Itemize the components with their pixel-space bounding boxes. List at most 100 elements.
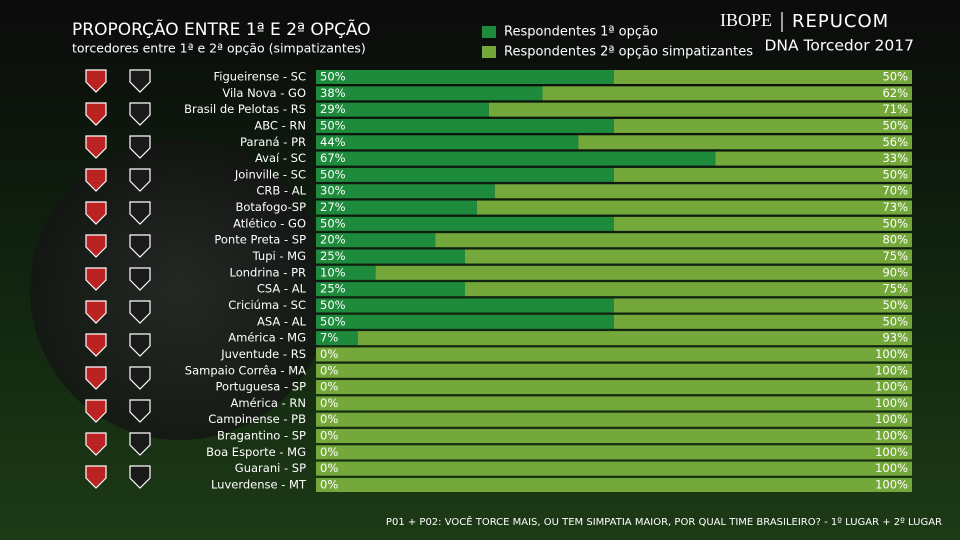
value-label: 62% bbox=[882, 86, 908, 100]
value-label: 56% bbox=[882, 135, 908, 149]
category-label: ABC - RN bbox=[254, 118, 306, 132]
team-crest bbox=[129, 69, 151, 93]
legend-swatch bbox=[482, 26, 496, 38]
team-crest bbox=[129, 168, 151, 192]
chart-subtitle: torcedores entre 1ª e 2ª opção (simpatiz… bbox=[72, 41, 366, 56]
value-label: 50% bbox=[882, 167, 908, 181]
category-label: Criciúma - SC bbox=[228, 298, 306, 312]
team-crest bbox=[129, 432, 151, 456]
bar-segment bbox=[316, 380, 912, 395]
value-label: 93% bbox=[882, 331, 908, 345]
category-label: Ponte Preta - SP bbox=[214, 233, 306, 247]
category-label: Botafogo-SP bbox=[236, 200, 307, 214]
team-crest bbox=[85, 102, 107, 126]
value-label: 44% bbox=[320, 135, 346, 149]
bar-segment bbox=[316, 249, 465, 264]
bar-segment bbox=[542, 86, 912, 101]
legend-label: Respondentes 2ª opção simpatizantes bbox=[504, 45, 753, 60]
value-label: 0% bbox=[320, 363, 338, 377]
category-label: ASA - AL bbox=[257, 314, 307, 328]
team-crest bbox=[129, 333, 151, 357]
value-label: 100% bbox=[875, 363, 908, 377]
bar-segment bbox=[316, 396, 912, 411]
bar-segment bbox=[614, 216, 912, 231]
brand: IBOPE bbox=[720, 10, 772, 30]
chart-title: PROPORÇÃO ENTRE 1ª E 2ª OPÇÃO bbox=[72, 18, 371, 40]
footnote: P01 + P02: VOCÊ TORCE MAIS, OU TEM SIMPA… bbox=[386, 515, 942, 528]
team-crest bbox=[129, 300, 151, 324]
category-label: CSA - AL bbox=[257, 282, 307, 296]
bar-segment bbox=[316, 184, 495, 199]
category-label: Sampaio Corrêa - MA bbox=[185, 363, 306, 377]
team-crest bbox=[85, 432, 107, 456]
value-label: 50% bbox=[882, 314, 908, 328]
category-label: Campinense - PB bbox=[208, 412, 306, 426]
bar-segment bbox=[316, 118, 614, 133]
team-crest bbox=[85, 465, 107, 489]
value-label: 75% bbox=[882, 249, 908, 263]
value-label: 0% bbox=[320, 412, 338, 426]
category-label: Luverdense - MT bbox=[211, 478, 307, 492]
team-crest bbox=[129, 366, 151, 390]
value-label: 50% bbox=[882, 70, 908, 84]
bar-segment bbox=[614, 298, 912, 313]
bar-segment bbox=[614, 118, 912, 133]
value-label: 27% bbox=[320, 200, 346, 214]
value-label: 67% bbox=[320, 151, 346, 165]
bar-segment bbox=[494, 184, 912, 199]
bar-segment bbox=[316, 135, 579, 150]
value-label: 50% bbox=[320, 118, 346, 132]
value-label: 50% bbox=[882, 298, 908, 312]
value-label: 0% bbox=[320, 347, 338, 361]
bar-segment bbox=[316, 298, 614, 313]
value-label: 100% bbox=[875, 429, 908, 443]
bar-segment bbox=[316, 429, 912, 444]
team-crest bbox=[129, 102, 151, 126]
bar-segment bbox=[476, 200, 912, 215]
team-crest bbox=[85, 333, 107, 357]
team-crest bbox=[85, 201, 107, 225]
team-crest bbox=[85, 234, 107, 258]
bar-segment bbox=[316, 200, 477, 215]
value-label: 0% bbox=[320, 478, 338, 492]
bar-segment bbox=[578, 135, 912, 150]
team-crest bbox=[129, 201, 151, 225]
value-label: 50% bbox=[320, 216, 346, 230]
bar-segment bbox=[375, 265, 913, 280]
team-crest bbox=[129, 234, 151, 258]
value-label: 100% bbox=[875, 380, 908, 394]
bar-segment bbox=[316, 331, 358, 346]
value-label: 70% bbox=[882, 184, 908, 198]
team-crest bbox=[85, 69, 107, 93]
bar-segment bbox=[488, 102, 912, 117]
category-label: CRB - AL bbox=[256, 184, 306, 198]
brand-subtitle: DNA Torcedor 2017 bbox=[764, 37, 914, 55]
category-label: Avaí - SC bbox=[255, 151, 306, 165]
bar-segment bbox=[435, 233, 912, 248]
bar-segment bbox=[316, 167, 614, 182]
bar-segment bbox=[465, 249, 912, 264]
category-label: Joinville - SC bbox=[234, 167, 306, 181]
value-label: 50% bbox=[320, 314, 346, 328]
bar-segment bbox=[316, 265, 376, 280]
category-label: América - MG bbox=[228, 331, 306, 345]
bar-segment bbox=[316, 151, 716, 166]
team-crest bbox=[85, 399, 107, 423]
category-label: Vila Nova - GO bbox=[222, 86, 306, 100]
value-label: 20% bbox=[320, 233, 346, 247]
value-label: 100% bbox=[875, 347, 908, 361]
value-label: 10% bbox=[320, 265, 346, 279]
value-label: 100% bbox=[875, 461, 908, 475]
value-label: 0% bbox=[320, 396, 338, 410]
value-label: 33% bbox=[882, 151, 908, 165]
category-label: Brasil de Pelotas - RS bbox=[184, 102, 306, 116]
category-label: Tupi - MG bbox=[252, 249, 306, 263]
category-label: Figueirense - SC bbox=[213, 70, 306, 84]
bar-segment bbox=[614, 70, 912, 84]
team-crest bbox=[129, 135, 151, 159]
team-crest bbox=[85, 267, 107, 291]
value-label: 50% bbox=[882, 216, 908, 230]
legend-label: Respondentes 1ª opção bbox=[504, 25, 658, 40]
value-label: 0% bbox=[320, 380, 338, 394]
category-label: Atlético - GO bbox=[233, 216, 306, 230]
